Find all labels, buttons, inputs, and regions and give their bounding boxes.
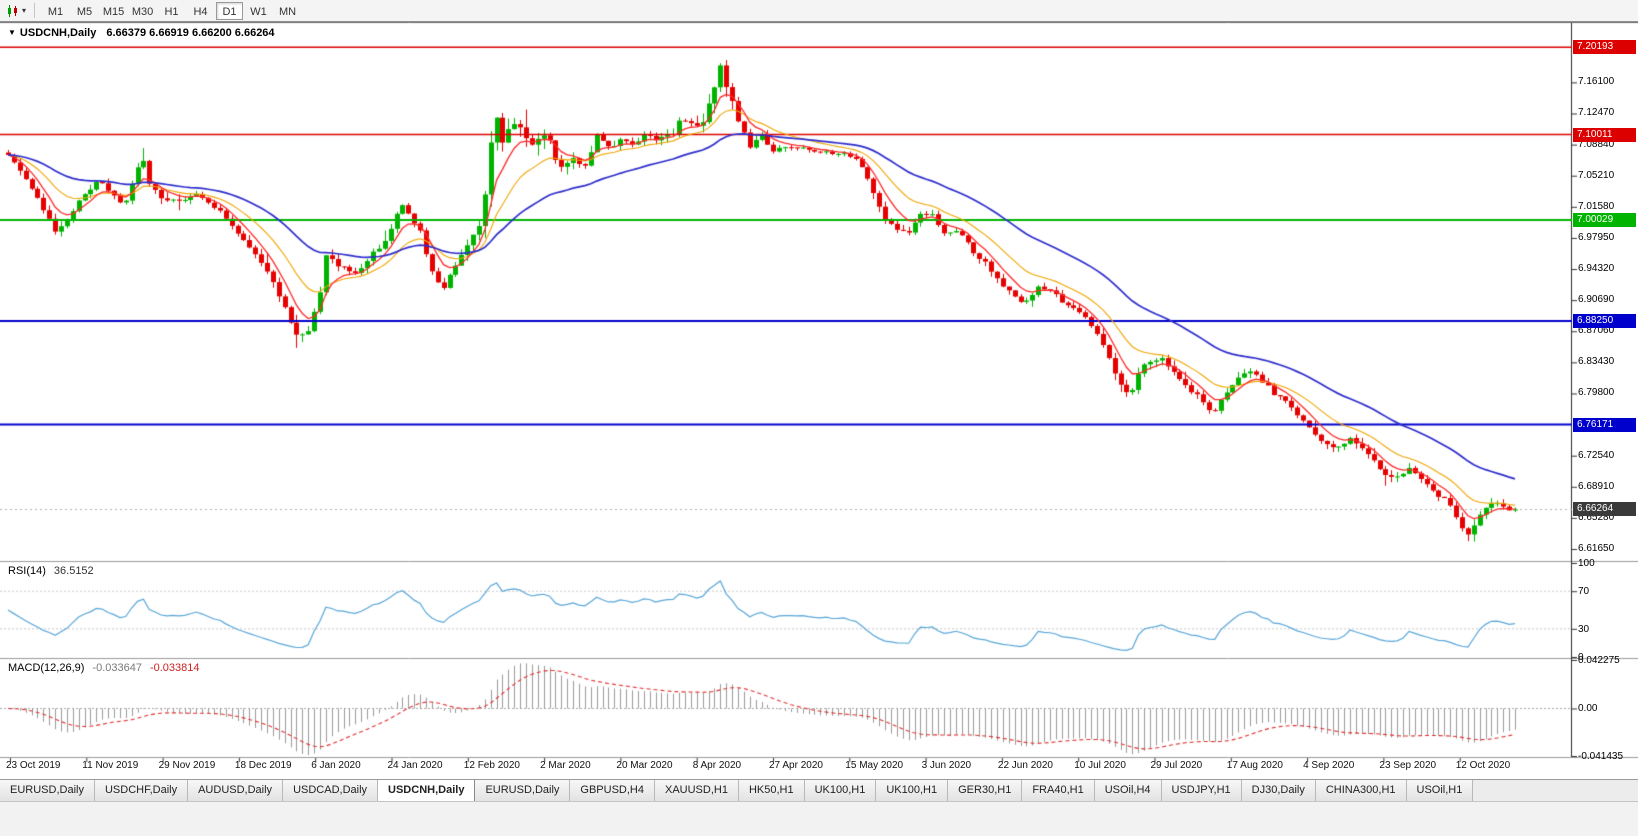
date-axis-label: 17 Aug 2020 (1226, 760, 1283, 771)
timeframe-m1[interactable]: M1 (47, 5, 64, 18)
macd-axis-label: 0.042275 (1578, 655, 1620, 666)
macd-main-value: -0.033647 (92, 662, 142, 674)
bottom-tab-eurusd-daily[interactable]: EURUSD,Daily (475, 780, 571, 801)
date-axis-label: 12 Oct 2020 (1455, 760, 1511, 771)
timeframe-buttons: M1 M5 M15 M30 H1 H4 D1 W1 MN (41, 1, 302, 20)
timeframe-d1[interactable]: D1 (216, 1, 244, 20)
price-axis-tick: 6.83430 (1578, 356, 1615, 368)
toolbar: ▾ M1 M5 M15 M30 H1 H4 D1 W1 MN (0, 0, 1638, 22)
bottom-tab-uk100-h1[interactable]: UK100,H1 (876, 780, 949, 801)
date-axis-label: 24 Jan 2020 (387, 760, 443, 771)
price-axis-tick: 6.90690 (1578, 294, 1615, 306)
date-axis-label: 11 Nov 2019 (82, 760, 139, 771)
timeframe-m15[interactable]: M15 (102, 5, 125, 18)
rsi-value: 36.5152 (53, 565, 94, 577)
date-axis-label: 18 Dec 2019 (234, 760, 292, 771)
price-axis-tick: 6.65280 (1578, 511, 1615, 523)
bottom-tab-usoil-h4[interactable]: USOil,H4 (1094, 780, 1162, 801)
timeframe-mn[interactable]: MN (278, 5, 297, 18)
rsi-axis-label: 30 (1578, 623, 1590, 635)
date-axis-label: 2 Mar 2020 (540, 760, 591, 771)
toolbar-separator (34, 3, 36, 18)
marker-icon: ▼ (8, 28, 16, 37)
rsi-axis-label: 70 (1578, 586, 1590, 598)
date-axis-label: 27 Apr 2020 (769, 760, 823, 771)
price-axis-tick: 6.79800 (1578, 387, 1615, 399)
timeframe-h1[interactable]: H1 (164, 5, 179, 18)
symbol-label: USDCNH,Daily (19, 27, 97, 39)
bottom-tab-audusd-daily[interactable]: AUDUSD,Daily (188, 780, 284, 801)
bottom-tab-usdchf-daily[interactable]: USDCHF,Daily (94, 780, 189, 801)
price-level-badge: 7.00029 (1573, 213, 1636, 228)
date-axis-label: 29 Jul 2020 (1150, 760, 1203, 771)
date-axis-label: 23 Sep 2020 (1379, 760, 1437, 771)
bottom-tab-usoil-h1[interactable]: USOil,H1 (1406, 780, 1474, 801)
price-axis-tick: 6.97950 (1578, 231, 1615, 243)
date-axis-label: 15 May 2020 (845, 760, 904, 771)
date-axis-label: 23 Oct 2019 (6, 760, 61, 771)
bottom-tab-hk50-h1[interactable]: HK50,H1 (738, 780, 805, 801)
bottom-tab-ger30-h1[interactable]: GER30,H1 (948, 780, 1023, 801)
chart-type-dropdown-caret[interactable]: ▾ (22, 6, 27, 15)
price-axis-tick: 6.68910 (1578, 480, 1615, 492)
date-axis-label: 12 Feb 2020 (463, 760, 520, 771)
rsi-label: RSI(14) (8, 565, 46, 577)
status-strip (0, 801, 1638, 836)
macd-header: MACD(12,26,9) -0.033647 -0.033814 (8, 662, 200, 674)
macd-axis-label: -0.041435 (1578, 751, 1624, 762)
date-axis-label: 29 Nov 2019 (158, 760, 216, 771)
price-level-badge: 6.76171 (1573, 417, 1636, 432)
macd-label: MACD(12,26,9) (8, 662, 85, 674)
price-axis-tick: 7.01580 (1578, 200, 1615, 212)
bottom-tab-china300-h1[interactable]: CHINA300,H1 (1315, 780, 1407, 801)
bottom-tab-dj30-daily[interactable]: DJ30,Daily (1241, 780, 1316, 801)
date-axis-label: 10 Jul 2020 (1074, 760, 1126, 771)
price-axis-tick: 7.16100 (1578, 76, 1615, 88)
timeframe-m30[interactable]: M30 (131, 5, 154, 18)
symbol-tab-bar: EURUSD,Daily USDCHF,Daily AUDUSD,Daily USDC… (0, 779, 1638, 801)
timeframe-h4[interactable]: H4 (193, 5, 208, 18)
price-level-badge: 7.20193 (1573, 40, 1636, 55)
date-axis-label: 22 Jun 2020 (997, 760, 1053, 771)
timeframe-m5[interactable]: M5 (76, 5, 93, 18)
price-axis-tick: 7.12470 (1578, 107, 1615, 119)
date-axis-label: 20 Mar 2020 (616, 760, 673, 771)
rsi-header: RSI(14) 36.5152 (8, 565, 94, 577)
bottom-tab-usdcnh-daily[interactable]: USDCNH,Daily (378, 780, 476, 801)
date-axis-label: 4 Sep 2020 (1303, 760, 1355, 771)
bottom-tab-xauusd-h1[interactable]: XAUUSD,H1 (654, 780, 739, 801)
bottom-tab-uk100-h1[interactable]: UK100,H1 (804, 780, 877, 801)
ohlc-values: 6.66379 6.66919 6.66200 6.66264 (106, 27, 275, 39)
rsi-axis-label: 0 (1578, 652, 1584, 663)
date-axis-label: 8 Apr 2020 (692, 760, 742, 771)
date-axis-label: 6 Jan 2020 (311, 760, 361, 771)
price-axis-tick: 6.72540 (1578, 449, 1615, 461)
price-axis-tick: 7.08840 (1578, 138, 1615, 150)
bottom-tab-gbpusd-h4[interactable]: GBPUSD,H4 (570, 780, 655, 801)
bottom-tab-fra40-h1[interactable]: FRA40,H1 (1022, 780, 1095, 801)
chart-title: ▼ USDCNH,Daily 6.66379 6.66919 6.66200 6.6… (8, 27, 275, 39)
bottom-tab-usdjpy-h1[interactable]: USDJPY,H1 (1161, 780, 1242, 801)
macd-signal-value: -0.033814 (149, 662, 200, 674)
rsi-axis-label: 100 (1578, 558, 1595, 569)
price-axis-tick: 6.94320 (1578, 263, 1615, 275)
date-axis-label: 3 Jun 2020 (921, 760, 972, 771)
bottom-tab-usdcad-daily[interactable]: USDCAD,Daily (283, 780, 379, 801)
chart-type-icon[interactable] (4, 3, 22, 19)
bottom-tab-eurusd-daily[interactable]: EURUSD,Daily (0, 780, 95, 801)
price-axis-tick: 7.05210 (1578, 169, 1615, 181)
timeframe-w1[interactable]: W1 (250, 5, 267, 18)
price-level-badge: 7.10011 (1573, 127, 1636, 142)
price-level-badge: 6.88250 (1573, 314, 1636, 329)
price-axis-tick: 6.61650 (1578, 543, 1615, 554)
current-price-badge: 6.66264 (1573, 502, 1636, 517)
price-axis-tick: 6.87060 (1578, 325, 1615, 337)
macd-axis-label: 0.00 (1578, 703, 1598, 715)
